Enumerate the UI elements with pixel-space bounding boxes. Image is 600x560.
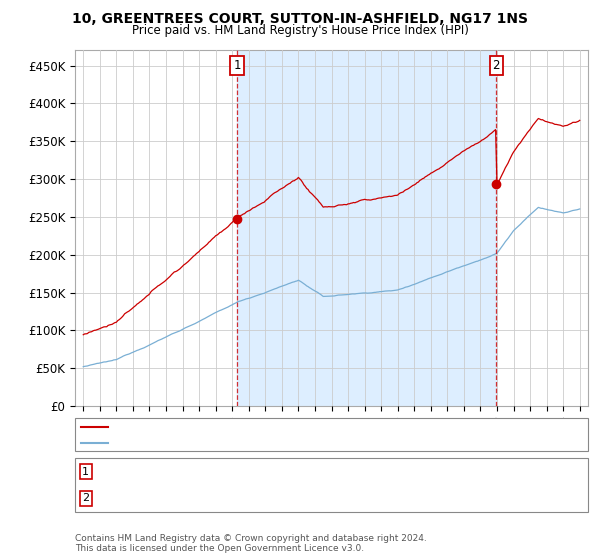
Bar (237, 50, 496, 406)
Text: Contains HM Land Registry data © Crown copyright and database right 2024.
This d: Contains HM Land Registry data © Crown c… (75, 534, 427, 553)
Text: 1: 1 (82, 467, 89, 477)
Text: 16-DEC-2019: 16-DEC-2019 (110, 493, 184, 503)
Text: 1: 1 (233, 59, 241, 72)
Text: 10, GREENTREES COURT, SUTTON-IN-ASHFIELD, NG17 1NS (detached house): 10, GREENTREES COURT, SUTTON-IN-ASHFIELD… (114, 422, 514, 432)
Text: 2: 2 (82, 493, 89, 503)
Text: 10, GREENTREES COURT, SUTTON-IN-ASHFIELD, NG17 1NS: 10, GREENTREES COURT, SUTTON-IN-ASHFIELD… (72, 12, 528, 26)
Text: £247,500: £247,500 (255, 467, 308, 477)
Text: Price paid vs. HM Land Registry's House Price Index (HPI): Price paid vs. HM Land Registry's House … (131, 24, 469, 36)
Text: 44% ↑ HPI: 44% ↑ HPI (387, 493, 446, 503)
Text: £292,500: £292,500 (255, 493, 308, 503)
Text: HPI: Average price, detached house, Ashfield: HPI: Average price, detached house, Ashf… (114, 438, 349, 447)
Text: 86% ↑ HPI: 86% ↑ HPI (387, 467, 446, 477)
Text: 23-APR-2004: 23-APR-2004 (110, 467, 182, 477)
Text: 2: 2 (493, 59, 500, 72)
